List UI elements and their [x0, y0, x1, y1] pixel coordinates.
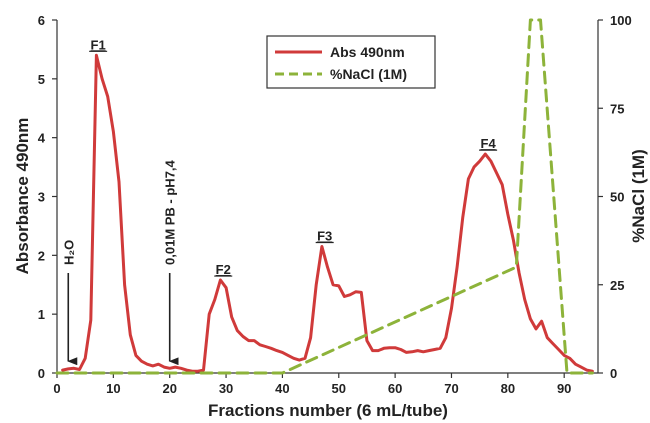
y2-tick-label: 25: [610, 278, 624, 293]
x-tick-label: 10: [106, 381, 120, 396]
y-tick-label: 5: [38, 72, 45, 87]
legend-label-abs: Abs 490nm: [330, 44, 405, 60]
y-tick-label: 0: [38, 366, 45, 381]
y-axis-title: Absorbance 490nm: [13, 118, 32, 275]
x-tick-label: 50: [332, 381, 346, 396]
y2-tick-label: 0: [610, 366, 617, 381]
labels-layer: F1 F2 F3 F4 H₂O 0,01M PB - pH7,4: [61, 37, 498, 366]
x-tick-label: 0: [53, 381, 60, 396]
legend-box: [266, 35, 436, 89]
x-tick-label: 70: [444, 381, 458, 396]
x-tick-label: 40: [275, 381, 289, 396]
y2-axis-title: %NaCl (1M): [629, 149, 648, 243]
y-tick-label: 1: [38, 307, 45, 322]
series-line-abs: [61, 53, 594, 373]
peak-label: F4: [481, 136, 497, 151]
x-axis-title: Fractions number (6 mL/tube): [208, 401, 448, 420]
y-tick-label: 2: [38, 248, 45, 263]
series-layer: [55, 18, 594, 375]
annotation-label: H₂O: [61, 240, 76, 265]
peak-label: F2: [216, 262, 231, 277]
peak-label: F3: [317, 229, 332, 244]
y2-tick-label: 100: [610, 13, 632, 28]
peak-label: F1: [91, 37, 106, 52]
y-tick-label: 3: [38, 190, 45, 205]
y2-tick-label: 75: [610, 101, 624, 116]
annotation-label: 0,01M PB - pH7,4: [163, 159, 178, 265]
x-tick-label: 90: [557, 381, 571, 396]
x-tick-label: 80: [501, 381, 515, 396]
y-tick-label: 6: [38, 13, 45, 28]
x-tick-label: 20: [162, 381, 176, 396]
y-tick-label: 4: [38, 131, 46, 146]
y2-tick-label: 50: [610, 190, 624, 205]
legend-label-nacl: %NaCl (1M): [330, 66, 407, 82]
x-tick-label: 30: [219, 381, 233, 396]
x-tick-label: 60: [388, 381, 402, 396]
legend: Abs 490nm %NaCl (1M): [266, 35, 436, 89]
series-line-nacl: [55, 18, 594, 375]
